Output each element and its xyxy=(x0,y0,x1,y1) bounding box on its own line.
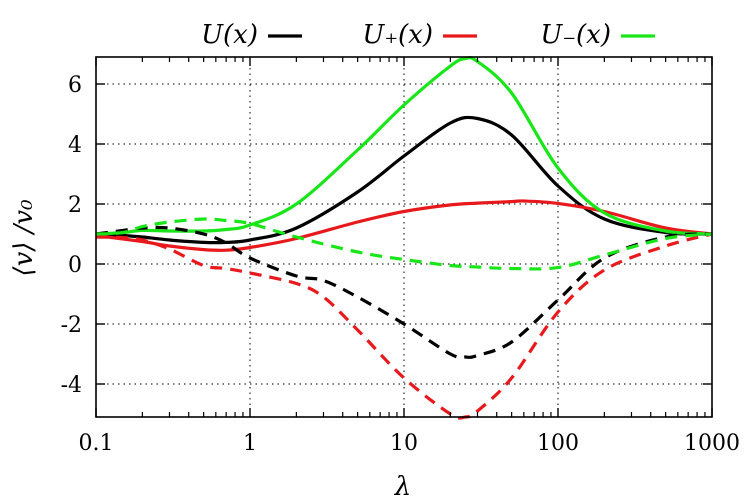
series-line-1-solid xyxy=(95,115,713,245)
x-tick-label: 0.1 xyxy=(79,431,114,456)
x-tick-label: 1 xyxy=(243,431,257,456)
series-line-6-dashed xyxy=(95,217,713,271)
series-layer xyxy=(95,56,713,420)
x-tick-label: 100 xyxy=(537,431,579,456)
y-tick-label: 0 xyxy=(68,253,82,278)
ticks-layer: 0.1 1 10 100 1000 -4 -2 0 2 4 6 xyxy=(61,57,740,456)
y-tick-label: 6 xyxy=(68,73,82,98)
x-axis-label: λ xyxy=(394,472,411,502)
legend-layer: U(x) U₊(x) U₋(x) xyxy=(201,20,655,50)
y-tick-label: -2 xyxy=(61,313,82,338)
series-line-3-solid xyxy=(95,56,713,236)
y-axis-label: ⟨v⟩ /v₀ xyxy=(9,199,39,277)
x-tick-label: 1000 xyxy=(684,431,740,456)
series-line-5-dashed xyxy=(95,232,713,420)
legend-label-3: U₋(x) xyxy=(540,20,611,50)
y-tick-label: -4 xyxy=(61,373,82,398)
legend-label-1: U(x) xyxy=(201,20,258,50)
series-line-2-solid xyxy=(95,199,713,252)
grid-layer xyxy=(96,57,712,417)
x-tick-label: 10 xyxy=(390,431,418,456)
plot-frame xyxy=(95,56,713,418)
y-tick-label: 2 xyxy=(68,193,82,218)
legend-label-2: U₊(x) xyxy=(362,20,433,50)
y-tick-label: 4 xyxy=(68,133,82,158)
